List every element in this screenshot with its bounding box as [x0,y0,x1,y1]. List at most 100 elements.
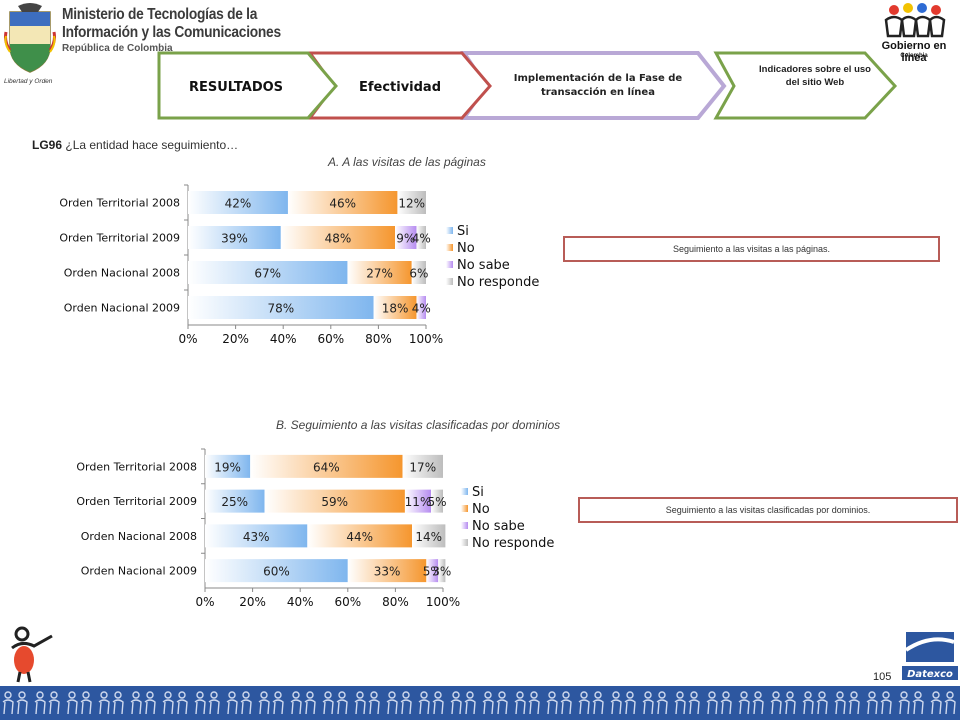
person-mascot-icon [11,626,53,683]
bar-si-orden-nacional-2009 [205,559,348,583]
x-tick-label: 100% [426,595,460,609]
bar-si-orden-territorial-2008 [188,191,288,214]
legend-label-no-responde: No responde [472,536,554,551]
decorative-border [0,686,960,720]
data-label-si-orden-territorial-2009: 39% [221,232,248,246]
x-tick-label: 80% [382,595,409,609]
tab-implementacion-label-2: transacción en línea [541,86,655,98]
data-label-no-responde-orden-territorial-2008: 12% [398,197,425,211]
tab-implementacion[interactable] [460,51,727,120]
bar-no-responde-orden-nacional-2009 [438,559,446,583]
legend-label-no-sabe: No sabe [457,258,510,273]
bar-no-responde-orden-territorial-2009 [431,489,443,513]
category-label-orden-territorial-2008: Orden Territorial 2008 [76,460,197,473]
data-label-no-responde-orden-territorial-2009: 5% [428,495,447,509]
nav-arrow-tabs: RESULTADOS Efectividad Implementación de… [157,51,898,120]
data-label-no-orden-nacional-2009: 33% [374,565,401,579]
category-label-orden-nacional-2009: Orden Nacional 2009 [64,302,180,315]
bar-no-responde-orden-nacional-2008 [411,261,426,284]
bar-no-sabe-orden-territorial-2009 [395,226,417,249]
legend-label-no-sabe: No sabe [472,519,525,534]
data-label-no-responde-orden-nacional-2009: 3% [432,565,451,579]
x-tick-label: 40% [270,332,297,346]
bar-no-orden-territorial-2009 [280,226,396,249]
bar-no-orden-nacional-2008 [307,524,413,548]
data-label-si-orden-territorial-2009: 25% [221,495,248,509]
category-label-orden-nacional-2008: Orden Nacional 2008 [64,267,180,280]
gel-name: Gobierno en línea [881,40,947,64]
gel-country: Colombia [900,53,928,59]
legend-label-si: Si [457,224,469,239]
tab-resultados-label: RESULTADOS [189,80,283,95]
note-b: Seguimiento a las visitas clasificadas p… [578,497,958,523]
ministry-line-3: República de Colombia [62,43,173,54]
data-label-si-orden-nacional-2008: 67% [254,267,281,281]
bar-no-orden-territorial-2008 [287,191,398,214]
tab-resultados[interactable] [157,51,338,120]
data-label-no-orden-nacional-2008: 27% [366,267,393,281]
legend-swatch-no [461,505,468,512]
bar-si-orden-nacional-2008 [188,261,348,284]
bar-no-sabe-orden-territorial-2009 [404,489,432,513]
tab-indicadores-label: Indicadores sobre el uso del sitio Web [759,64,871,88]
data-label-no-sabe-orden-nacional-2009: 4% [412,302,431,316]
bar-no-sabe-orden-nacional-2009 [416,296,426,319]
bar-no-responde-orden-nacional-2008 [412,524,446,548]
data-label-si-orden-nacional-2009: 78% [267,302,294,316]
tab-indicadores[interactable] [713,51,898,120]
x-tick-label: 100% [409,332,443,346]
data-label-no-sabe-orden-territorial-2009: 9% [396,232,415,246]
x-tick-label: 80% [365,332,392,346]
bar-no-orden-territorial-2008 [250,454,403,478]
question-text: ¿La entidad hace seguimiento… [65,138,239,152]
x-tick-label: 60% [317,332,344,346]
bar-no-responde-orden-territorial-2008 [397,191,426,214]
data-label-no-responde-orden-nacional-2008: 14% [415,530,442,544]
data-label-no-responde-orden-nacional-2008: 6% [409,267,428,281]
legend-swatch-si [461,488,468,495]
category-label-orden-nacional-2008: Orden Nacional 2008 [81,530,197,543]
tab-implementacion-label-1: Implementación de la Fase de [514,72,683,84]
page-number: 105 [873,671,892,683]
x-tick-label: 0% [178,332,197,346]
data-label-si-orden-nacional-2008: 43% [243,530,270,544]
legend-swatch-no-sabe [461,522,468,529]
bar-no-orden-nacional-2008 [347,261,412,284]
question-code: LG96 [32,138,63,152]
data-label-no-sabe-orden-nacional-2009: 5% [423,565,442,579]
x-tick-label: 60% [334,595,361,609]
legend-label-si: Si [472,485,484,500]
legend-swatch-no-responde [446,278,453,285]
tab-efectividad-label: Efectividad [359,80,441,95]
x-tick-label: 20% [239,595,266,609]
bar-si-orden-nacional-2008 [205,524,308,548]
bar-no-orden-nacional-2009 [373,296,417,319]
data-label-no-orden-territorial-2009: 48% [325,232,352,246]
data-label-no-orden-territorial-2008: 46% [329,197,356,211]
legend-swatch-si [446,227,453,234]
bar-no-orden-nacional-2009 [347,559,427,583]
data-label-no-orden-territorial-2008: 64% [313,460,340,474]
data-label-si-orden-territorial-2008: 19% [214,460,241,474]
data-label-no-orden-nacional-2008: 44% [346,530,373,544]
category-label-orden-territorial-2008: Orden Territorial 2008 [59,197,180,210]
chart-a-title: A. A las visitas de las páginas [328,155,486,169]
ministry-line-2: Información y las Comunicaciones [62,24,281,41]
bar-no-orden-territorial-2009 [264,489,405,513]
legend-swatch-no-sabe [446,261,453,268]
chart-b: 0% 20% 40% 60% 80% 100% Orden Territorial 2008… [76,448,554,609]
legend-label-no: No [472,502,490,517]
data-label-no-sabe-orden-territorial-2009: 11% [405,495,432,509]
crest-motto: Libertad y Orden [4,78,53,85]
category-label-orden-nacional-2009: Orden Nacional 2009 [81,565,197,578]
colombia-crest-logo [4,3,56,73]
data-label-no-responde-orden-territorial-2008: 17% [409,460,436,474]
note-a: Seguimiento a las visitas a las páginas. [563,236,940,262]
ministry-line-1: Ministerio de Tecnologías de la [62,6,258,23]
bar-no-responde-orden-territorial-2008 [402,454,443,478]
category-label-orden-territorial-2009: Orden Territorial 2009 [59,232,180,245]
bar-si-orden-territorial-2009 [205,489,265,513]
gobierno-en-linea-icon [884,3,946,38]
bar-si-orden-territorial-2008 [205,454,251,478]
bar-si-orden-territorial-2009 [188,226,281,249]
